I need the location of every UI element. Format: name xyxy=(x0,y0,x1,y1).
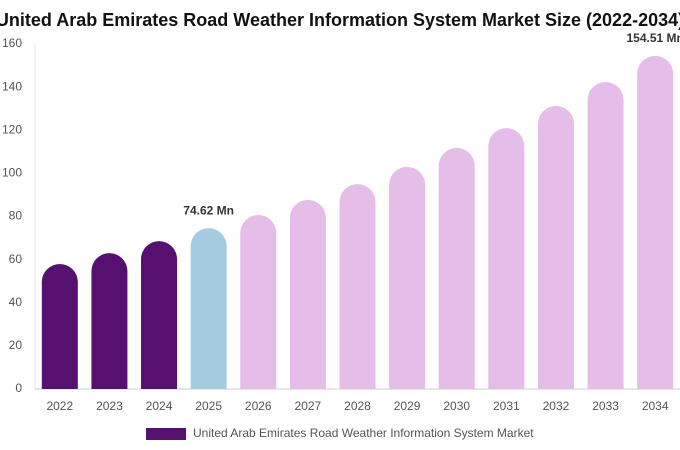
bar xyxy=(339,184,376,389)
y-tick-label: 140 xyxy=(2,79,22,93)
x-tick-label: 2025 xyxy=(195,399,222,413)
x-tick-label: 2034 xyxy=(642,399,669,413)
x-tick-label: 2031 xyxy=(493,399,520,413)
bar xyxy=(41,263,78,389)
x-tick-label: 2027 xyxy=(295,399,322,413)
bar xyxy=(488,128,525,390)
bar xyxy=(637,55,674,389)
y-tick-label: 0 xyxy=(15,381,22,395)
legend-label: United Arab Emirates Road Weather Inform… xyxy=(193,426,534,440)
bar xyxy=(587,81,624,389)
x-tick-label: 2033 xyxy=(592,399,619,413)
x-tick-label: 2032 xyxy=(543,399,570,413)
y-tick-label: 20 xyxy=(9,338,23,352)
bar xyxy=(389,166,426,389)
chart-title: United Arab Emirates Road Weather Inform… xyxy=(0,10,680,30)
y-tick-label: 100 xyxy=(2,166,22,180)
y-tick-label: 80 xyxy=(9,209,23,223)
x-tick-label: 2026 xyxy=(245,399,272,413)
y-tick-label: 120 xyxy=(2,122,22,136)
bar xyxy=(190,228,227,389)
value-label: 154.51 Mn xyxy=(627,31,680,45)
x-tick-label: 2029 xyxy=(394,399,421,413)
bar xyxy=(289,199,326,389)
value-label: 74.62 Mn xyxy=(183,203,234,217)
x-tick-label: 2022 xyxy=(46,399,73,413)
x-tick-label: 2024 xyxy=(146,399,173,413)
y-tick-label: 160 xyxy=(2,36,22,50)
bar xyxy=(91,253,128,389)
x-tick-label: 2030 xyxy=(443,399,470,413)
bar xyxy=(438,147,475,389)
bar xyxy=(240,214,277,389)
legend-swatch xyxy=(146,428,186,440)
x-tick-label: 2023 xyxy=(96,399,123,413)
bar xyxy=(537,105,574,390)
y-tick-label: 60 xyxy=(9,252,23,266)
y-tick-label: 40 xyxy=(9,295,23,309)
x-tick-label: 2028 xyxy=(344,399,371,413)
bar xyxy=(141,241,178,389)
